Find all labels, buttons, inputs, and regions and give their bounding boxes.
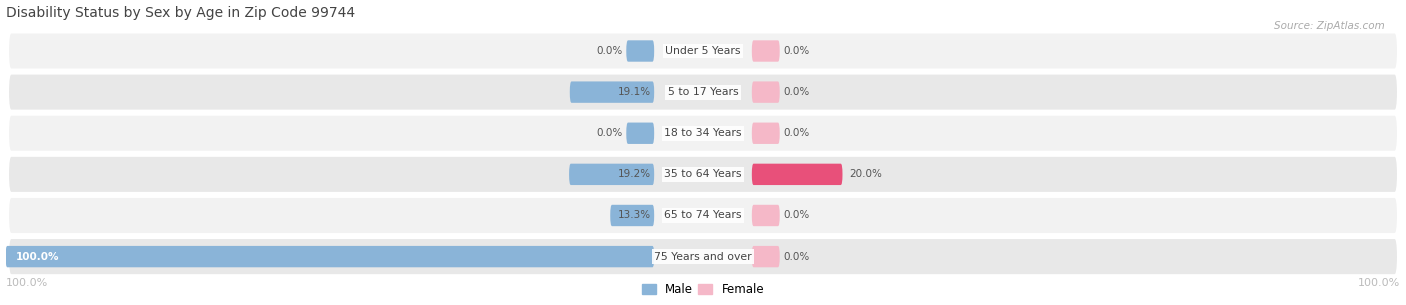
FancyBboxPatch shape xyxy=(7,32,1399,70)
FancyBboxPatch shape xyxy=(7,156,1399,193)
Text: 20.0%: 20.0% xyxy=(849,169,883,179)
Text: Source: ZipAtlas.com: Source: ZipAtlas.com xyxy=(1274,21,1385,31)
Text: 100.0%: 100.0% xyxy=(6,278,48,288)
FancyBboxPatch shape xyxy=(752,81,780,103)
Text: 0.0%: 0.0% xyxy=(783,46,810,56)
Text: Disability Status by Sex by Age in Zip Code 99744: Disability Status by Sex by Age in Zip C… xyxy=(6,5,354,20)
Text: 13.3%: 13.3% xyxy=(617,210,651,221)
Text: 0.0%: 0.0% xyxy=(596,128,623,138)
FancyBboxPatch shape xyxy=(7,196,1399,235)
FancyBboxPatch shape xyxy=(752,246,780,267)
FancyBboxPatch shape xyxy=(626,40,654,62)
Text: 18 to 34 Years: 18 to 34 Years xyxy=(664,128,742,138)
FancyBboxPatch shape xyxy=(752,164,842,185)
Text: 0.0%: 0.0% xyxy=(783,210,810,221)
Text: Under 5 Years: Under 5 Years xyxy=(665,46,741,56)
Legend: Male, Female: Male, Female xyxy=(637,278,769,301)
Text: 19.1%: 19.1% xyxy=(617,87,651,97)
FancyBboxPatch shape xyxy=(752,123,780,144)
FancyBboxPatch shape xyxy=(752,40,780,62)
Text: 0.0%: 0.0% xyxy=(783,128,810,138)
Text: 19.2%: 19.2% xyxy=(617,169,651,179)
FancyBboxPatch shape xyxy=(569,164,654,185)
Text: 100.0%: 100.0% xyxy=(15,252,59,262)
Text: 65 to 74 Years: 65 to 74 Years xyxy=(664,210,742,221)
FancyBboxPatch shape xyxy=(6,246,654,267)
Text: 0.0%: 0.0% xyxy=(596,46,623,56)
Text: 35 to 64 Years: 35 to 64 Years xyxy=(664,169,742,179)
FancyBboxPatch shape xyxy=(610,205,654,226)
Text: 0.0%: 0.0% xyxy=(783,252,810,262)
FancyBboxPatch shape xyxy=(7,238,1399,275)
FancyBboxPatch shape xyxy=(569,81,654,103)
FancyBboxPatch shape xyxy=(626,123,654,144)
Text: 75 Years and over: 75 Years and over xyxy=(654,252,752,262)
FancyBboxPatch shape xyxy=(752,205,780,226)
Text: 100.0%: 100.0% xyxy=(1358,278,1400,288)
FancyBboxPatch shape xyxy=(7,114,1399,152)
FancyBboxPatch shape xyxy=(7,73,1399,111)
Text: 5 to 17 Years: 5 to 17 Years xyxy=(668,87,738,97)
Text: 0.0%: 0.0% xyxy=(783,87,810,97)
